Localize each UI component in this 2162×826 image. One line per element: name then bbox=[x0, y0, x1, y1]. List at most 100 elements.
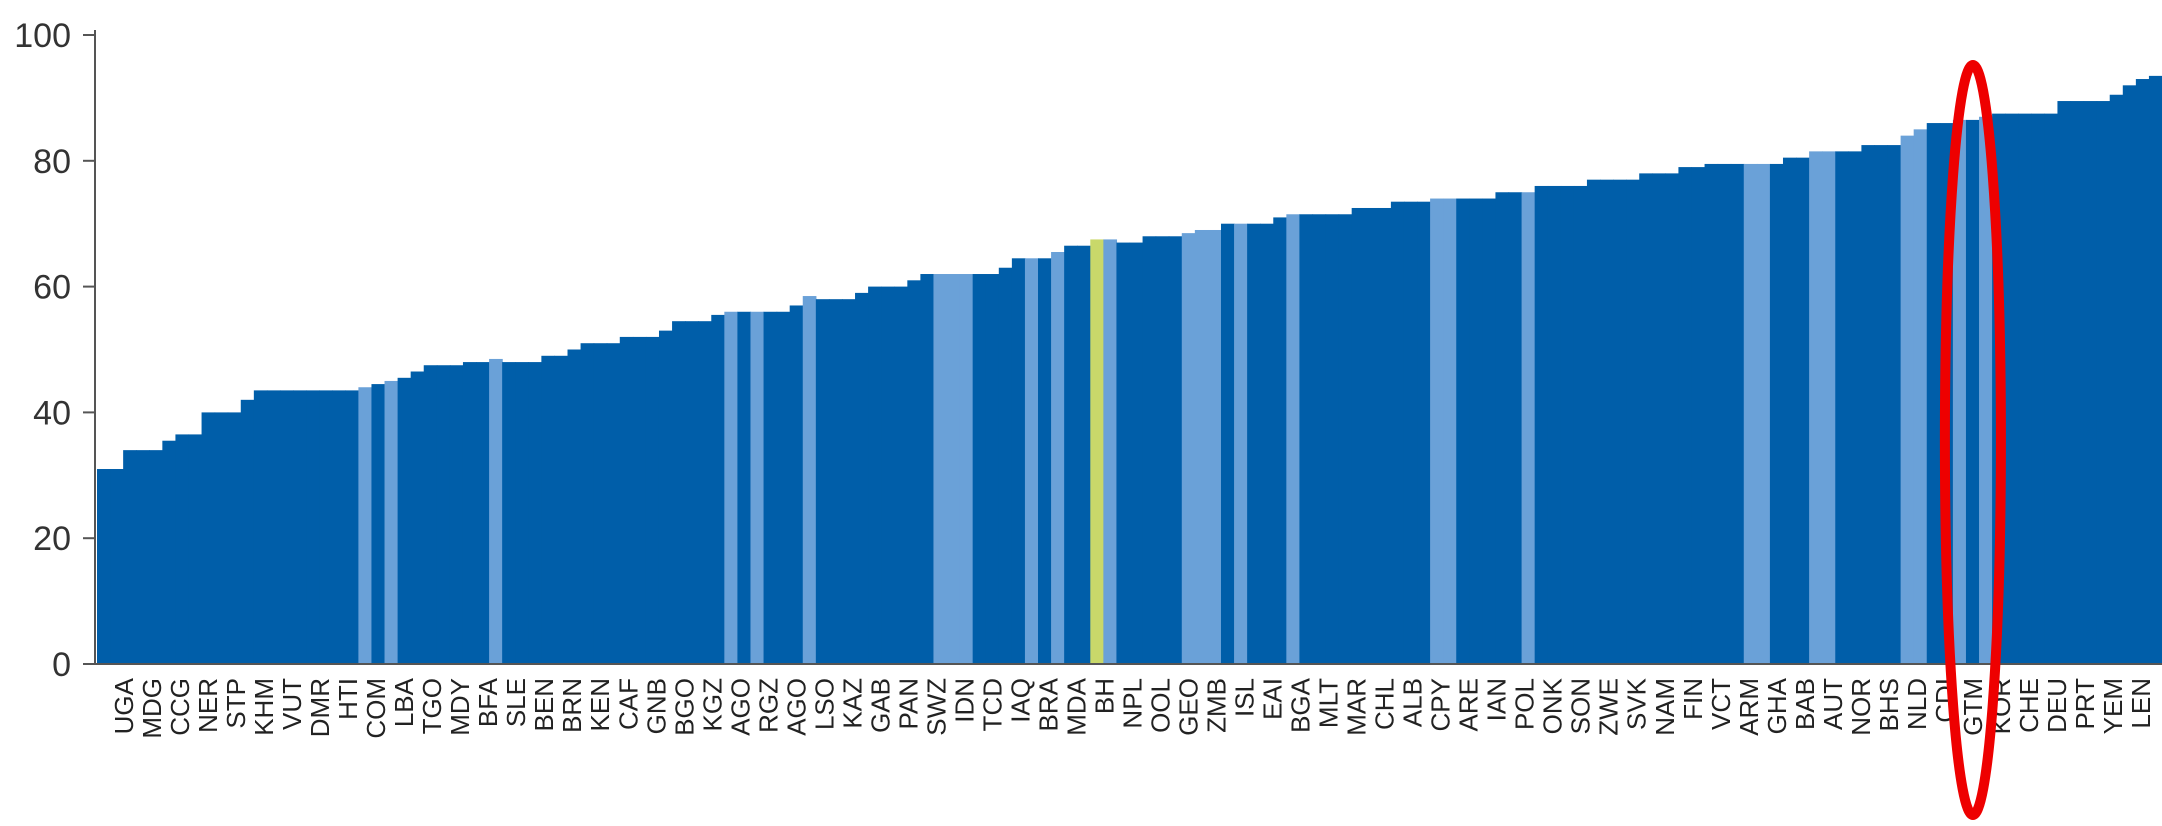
bar-22 bbox=[384, 380, 399, 664]
bar-113 bbox=[1573, 185, 1588, 664]
bar-35 bbox=[554, 355, 569, 664]
bar-55 bbox=[815, 299, 830, 664]
bar-71 bbox=[1024, 258, 1039, 664]
bar-118 bbox=[1639, 173, 1653, 664]
bar-26 bbox=[436, 365, 451, 664]
bar-68 bbox=[985, 274, 1000, 664]
x-tick-label-68: CHE bbox=[2014, 678, 2044, 733]
bar-84 bbox=[1194, 229, 1209, 665]
bar-83 bbox=[1181, 233, 1196, 664]
x-tick-label-11: TGO bbox=[417, 678, 447, 734]
x-tick-label-17: KEN bbox=[585, 678, 615, 731]
x-tick-label-36: NPL bbox=[1118, 678, 1148, 729]
bar-38 bbox=[593, 343, 608, 664]
x-tick-label-56: FIN bbox=[1678, 678, 1708, 720]
bar-88 bbox=[1247, 223, 1261, 664]
bar-25 bbox=[423, 365, 438, 664]
x-tick-label-7: DMR bbox=[305, 678, 335, 737]
bar-37 bbox=[580, 343, 595, 664]
bar-40 bbox=[619, 336, 634, 664]
bar-31 bbox=[502, 362, 516, 664]
bar-17 bbox=[319, 390, 333, 664]
bar-49 bbox=[737, 311, 752, 664]
x-tick-label-24: AGO bbox=[781, 678, 811, 736]
bar-130 bbox=[1796, 157, 1810, 664]
bar-75 bbox=[1077, 245, 1091, 664]
bar-10 bbox=[227, 412, 242, 664]
bar-11 bbox=[240, 399, 255, 664]
bar-29 bbox=[476, 362, 490, 664]
bar-28 bbox=[462, 362, 477, 664]
bar-76 bbox=[1090, 239, 1104, 665]
bar-109 bbox=[1521, 192, 1536, 664]
x-tick-label-1: MDG bbox=[137, 678, 167, 739]
bar-51 bbox=[763, 311, 778, 664]
x-tick-label-22: AGO bbox=[725, 678, 755, 736]
bar-44 bbox=[672, 321, 686, 664]
bar-119 bbox=[1652, 173, 1666, 664]
bar-46 bbox=[698, 321, 712, 664]
bar-157 bbox=[2148, 75, 2162, 664]
y-tick-label-100: 100 bbox=[14, 17, 71, 55]
x-tick-label-30: IDN bbox=[949, 678, 979, 723]
bar-122 bbox=[1691, 167, 1706, 664]
x-tick-label-64: NLD bbox=[1902, 678, 1932, 730]
bar-77 bbox=[1103, 239, 1118, 665]
bar-148 bbox=[2031, 113, 2045, 665]
x-tick-label-48: ARE bbox=[1454, 678, 1484, 731]
bar-99 bbox=[1390, 201, 1405, 664]
bar-129 bbox=[1782, 157, 1797, 664]
bars-group bbox=[97, 75, 2162, 665]
x-axis-category-labels: UGAMDGCCGNERSTPKHMVUTDMRHTICOMLBATGOMDYB… bbox=[109, 677, 2156, 738]
highlight-ellipse bbox=[1939, 60, 2006, 820]
x-tick-label-31: TCD bbox=[977, 678, 1007, 731]
bar-153 bbox=[2096, 101, 2111, 665]
bar-8 bbox=[201, 412, 216, 664]
bar-150 bbox=[2057, 101, 2072, 665]
x-tick-label-55: NAM bbox=[1650, 678, 1680, 736]
bar-110 bbox=[1534, 185, 1549, 664]
x-tick-label-5: KHM bbox=[249, 678, 279, 736]
x-tick-label-14: SLE bbox=[501, 678, 531, 727]
x-tick-label-63: BHS bbox=[1874, 678, 1904, 731]
bar-34 bbox=[541, 355, 556, 664]
x-tick-label-37: OOL bbox=[1146, 678, 1176, 733]
bar-45 bbox=[685, 321, 699, 664]
x-tick-label-60: BAB bbox=[1790, 678, 1820, 730]
bar-133 bbox=[1835, 151, 1849, 664]
x-tick-label-13: BFA bbox=[473, 677, 503, 727]
x-tick-label-32: IAQ bbox=[1005, 678, 1035, 723]
bar-116 bbox=[1613, 179, 1627, 665]
bar-132 bbox=[1822, 151, 1836, 664]
bar-63 bbox=[920, 274, 935, 664]
bar-48 bbox=[724, 311, 739, 664]
bar-121 bbox=[1678, 167, 1693, 664]
bar-117 bbox=[1626, 179, 1640, 665]
x-tick-label-49: IAN bbox=[1482, 678, 1512, 721]
x-tick-label-69: DEU bbox=[2042, 678, 2072, 733]
x-tick-label-33: BRA bbox=[1034, 677, 1064, 731]
x-tick-label-53: ZWE bbox=[1594, 678, 1624, 736]
bar-102 bbox=[1430, 198, 1444, 665]
x-tick-label-8: HTI bbox=[333, 678, 363, 720]
bar-14 bbox=[279, 390, 294, 664]
bar-21 bbox=[371, 384, 386, 664]
bar-126 bbox=[1743, 163, 1758, 664]
bar-2 bbox=[123, 450, 137, 664]
bar-115 bbox=[1600, 179, 1614, 665]
bar-124 bbox=[1717, 163, 1732, 664]
x-tick-label-39: ZMB bbox=[1202, 678, 1232, 733]
bar-97 bbox=[1364, 207, 1379, 665]
bar-128 bbox=[1769, 163, 1784, 664]
x-tick-label-54: SVK bbox=[1622, 677, 1652, 730]
bar-62 bbox=[907, 280, 921, 664]
x-tick-label-52: SON bbox=[1566, 678, 1596, 734]
bar-59 bbox=[868, 286, 882, 664]
bar-82 bbox=[1168, 236, 1183, 664]
bar-136 bbox=[1874, 145, 1889, 664]
x-tick-label-57: VCT bbox=[1706, 678, 1736, 730]
bar-79 bbox=[1129, 242, 1144, 664]
x-tick-label-12: MDY bbox=[445, 678, 475, 736]
bar-61 bbox=[894, 286, 908, 664]
bar-18 bbox=[332, 390, 346, 664]
